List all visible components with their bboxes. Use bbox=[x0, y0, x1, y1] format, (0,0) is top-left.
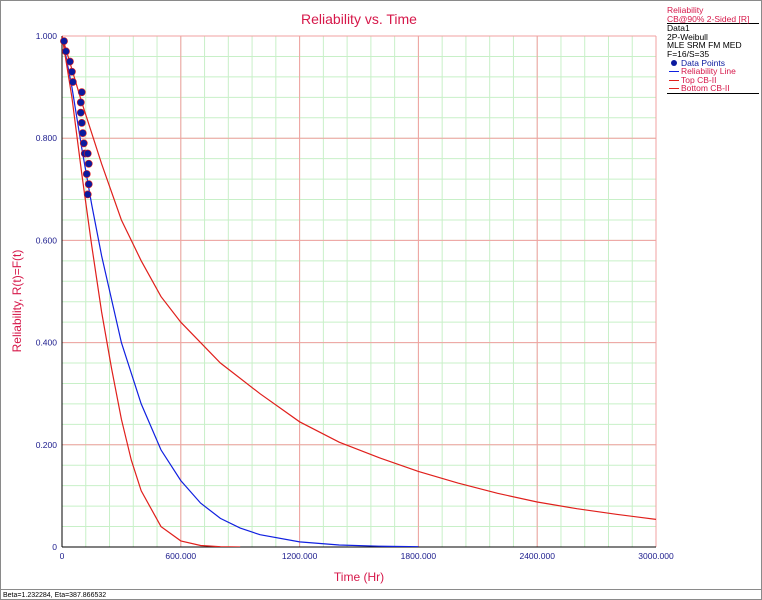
data-point bbox=[66, 57, 74, 66]
y-axis-title: Reliability, R(t)=F(t) bbox=[10, 249, 24, 353]
data-point bbox=[84, 159, 93, 168]
blue-line-swatch-icon bbox=[669, 71, 679, 73]
series-reliability-line bbox=[62, 35, 419, 547]
data-point bbox=[83, 149, 92, 158]
data-point bbox=[62, 47, 70, 56]
data-point bbox=[68, 67, 76, 76]
red-line-swatch-icon bbox=[669, 88, 679, 90]
series-bottom-cb-ii bbox=[62, 35, 241, 547]
data-point bbox=[77, 118, 86, 127]
data-point bbox=[82, 170, 91, 178]
data-point-marker-icon bbox=[671, 59, 677, 66]
legend-header: Reliability bbox=[667, 5, 704, 15]
legend: Reliability CB@90% 2-Sided [R] Data1 2P-… bbox=[667, 6, 759, 94]
legend-confidence: CB@90% 2-Sided [R] bbox=[667, 14, 759, 25]
legend-item-label: Reliability Line bbox=[681, 66, 736, 77]
data-point bbox=[84, 180, 93, 189]
data-point bbox=[83, 190, 92, 199]
legend-dataset-name: Data1 bbox=[667, 23, 690, 34]
legend-item-label: Data Points bbox=[681, 57, 725, 68]
legend-item-data-points: Data Points bbox=[667, 57, 759, 68]
y-axis-title-wrap: Reliability, R(t)=F(t) bbox=[7, 250, 27, 353]
x-tick-label: 2400.000 bbox=[519, 551, 555, 561]
legend-item-label: Bottom CB-II bbox=[681, 83, 730, 94]
red-line-swatch-icon bbox=[669, 79, 679, 81]
y-tick-label: 0.200 bbox=[36, 440, 58, 450]
data-point bbox=[76, 108, 85, 117]
data-point bbox=[68, 78, 77, 86]
legend-item-reliability-line: Reliability Line bbox=[667, 67, 759, 76]
legend-item-label: Top CB-II bbox=[681, 74, 717, 85]
series-top-cb-ii bbox=[62, 35, 656, 520]
legend-item-top-cb: Top CB-II bbox=[667, 74, 759, 85]
y-tick-label: 1.000 bbox=[36, 31, 58, 41]
chart-title: Reliability vs. Time bbox=[301, 11, 417, 27]
data-point bbox=[77, 88, 86, 97]
y-tick-label: 0.400 bbox=[36, 338, 58, 348]
x-tick-label: 1800.000 bbox=[401, 551, 437, 561]
x-tick-label: 1200.000 bbox=[282, 551, 318, 561]
y-tick-label: 0.600 bbox=[36, 235, 58, 245]
data-point bbox=[60, 37, 68, 46]
y-tick-label: 0.800 bbox=[36, 133, 58, 143]
legend-item-bottom-cb: Bottom CB-II bbox=[667, 84, 759, 94]
x-tick-label: 3000.000 bbox=[638, 551, 674, 561]
x-tick-label: 600.000 bbox=[165, 551, 196, 561]
y-tick-label: 0 bbox=[52, 542, 57, 552]
status-bar: Beta=1.232284, Eta=387.866532 bbox=[1, 589, 761, 599]
data-point bbox=[76, 98, 85, 107]
data-point bbox=[79, 139, 88, 148]
data-point bbox=[78, 129, 87, 137]
x-axis-title: Time (Hr) bbox=[333, 570, 385, 584]
legend-distribution: 2P-Weibull bbox=[667, 31, 708, 42]
legend-method: MLE SRM FM MED bbox=[667, 40, 742, 51]
legend-counts: F=16/S=35 bbox=[667, 48, 710, 59]
x-tick-label: 0 bbox=[60, 551, 65, 561]
